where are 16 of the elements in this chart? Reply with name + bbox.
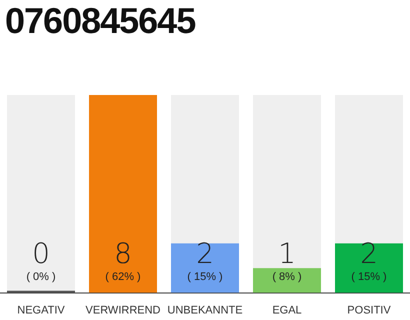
x-tick-label: NEGATIV [17, 304, 66, 316]
annotation: ( 0% ) [26, 270, 56, 283]
annotation: ( 15% ) [351, 270, 387, 283]
x-tick-label: VERWIRREND [86, 304, 161, 316]
x-tick-label: POSITIV [347, 304, 392, 316]
annotation: ( 15% ) [187, 270, 223, 283]
x-tick-label: EGAL [272, 304, 302, 316]
annotation: ( 8% ) [272, 270, 302, 283]
data-label: 2 [360, 236, 378, 270]
chart-title: 0760845645 [5, 0, 196, 42]
data-label: 2 [196, 236, 214, 270]
data-label: 8 [114, 236, 132, 270]
x-tick-label: UNBEKANNTE [167, 304, 243, 316]
data-label: 1 [278, 236, 296, 270]
data-label: 0 [32, 236, 50, 270]
annotation: ( 62% ) [105, 270, 141, 283]
